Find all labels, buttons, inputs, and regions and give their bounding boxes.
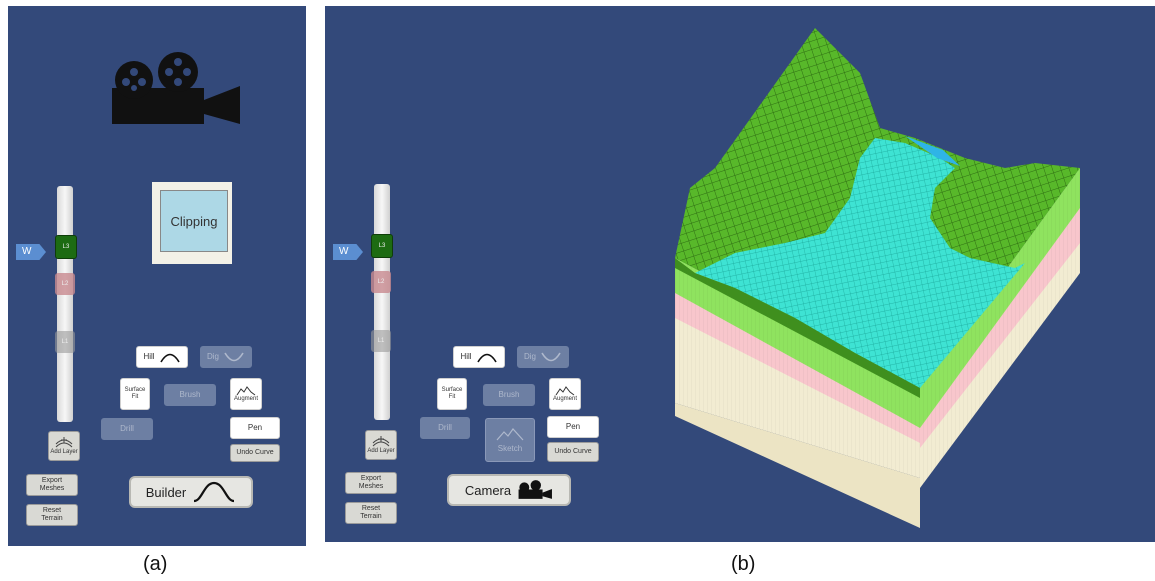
hill-label: Hill: [143, 352, 155, 362]
undo-curve-label: Undo Curve: [236, 448, 274, 456]
camera-mode-label: Camera: [464, 482, 512, 498]
panel-b-camera-mode: L3 L2 L1 W Hill Dig Surface Fit Brush Au…: [325, 6, 1155, 542]
add-layer-icon: [372, 435, 390, 446]
layer-slider-track[interactable]: [57, 186, 73, 422]
dig-button[interactable]: Dig: [517, 346, 569, 368]
water-level-marker[interactable]: W: [333, 244, 363, 260]
hill-button[interactable]: Hill: [136, 346, 188, 368]
dig-icon: [224, 352, 244, 362]
hill-icon: [159, 353, 180, 363]
clipping-frame: Clipping: [152, 182, 232, 264]
drill-label: Drill: [120, 424, 134, 434]
sketch-icon: [496, 427, 524, 441]
pen-label: Pen: [565, 422, 581, 432]
export-meshes-label: Export Meshes: [39, 476, 65, 492]
surface-fit-button[interactable]: Surface Fit: [120, 378, 150, 410]
surface-fit-button[interactable]: Surface Fit: [437, 378, 467, 410]
pen-label: Pen: [247, 423, 263, 433]
add-layer-label: Add Layer: [50, 448, 78, 455]
sketch-button[interactable]: Sketch: [485, 418, 535, 462]
caption-b: (b): [731, 553, 756, 575]
pen-button[interactable]: Pen: [230, 417, 280, 439]
layer-handle-l2[interactable]: L2: [371, 271, 391, 293]
brush-button[interactable]: Brush: [164, 384, 216, 406]
layer-handle-l2[interactable]: L2: [55, 273, 75, 295]
reset-terrain-label: Reset Terrain: [41, 506, 63, 522]
augment-icon: [236, 385, 256, 395]
drill-button[interactable]: Drill: [101, 418, 153, 440]
camera-icon: [518, 480, 553, 499]
builder-mode-label: Builder: [145, 484, 187, 500]
dig-label: Dig: [523, 352, 536, 362]
drill-label: Drill: [438, 423, 452, 433]
augment-label: Augment: [552, 395, 577, 402]
add-layer-button[interactable]: Add Layer: [365, 430, 397, 460]
clipping-label: Clipping: [170, 213, 218, 229]
hill-button[interactable]: Hill: [453, 346, 505, 368]
undo-curve-button[interactable]: Undo Curve: [230, 444, 280, 462]
undo-curve-label: Undo Curve: [554, 447, 592, 455]
layer-handle-l3[interactable]: L3: [371, 234, 393, 258]
add-layer-label: Add Layer: [367, 447, 395, 454]
dig-icon: [541, 352, 561, 362]
clipping-button[interactable]: Clipping: [160, 190, 228, 252]
add-layer-icon: [55, 436, 73, 447]
sketch-label: Sketch: [497, 443, 523, 453]
camera-toggle-icon[interactable]: [106, 52, 244, 128]
layer-handle-l1[interactable]: L1: [55, 331, 75, 353]
export-meshes-label: Export Meshes: [358, 474, 384, 490]
reset-terrain-button[interactable]: Reset Terrain: [26, 504, 78, 526]
layer-slider-track[interactable]: [374, 184, 390, 420]
dig-button[interactable]: Dig: [200, 346, 252, 368]
export-meshes-button[interactable]: Export Meshes: [26, 474, 78, 496]
dig-label: Dig: [206, 352, 219, 362]
curve-icon: [193, 481, 235, 503]
add-layer-button[interactable]: Add Layer: [48, 431, 80, 461]
hill-icon: [476, 353, 497, 363]
hill-label: Hill: [460, 352, 472, 362]
terrain-3d-view[interactable]: [675, 18, 1155, 533]
water-level-marker[interactable]: W: [16, 244, 46, 260]
augment-icon: [555, 385, 575, 395]
camera-mode-button[interactable]: Camera: [447, 474, 571, 506]
surface-fit-label: Surface Fit: [441, 387, 463, 400]
pen-button[interactable]: Pen: [547, 416, 599, 438]
undo-curve-button[interactable]: Undo Curve: [547, 442, 599, 462]
caption-a: (a): [143, 553, 168, 575]
terrain-water: [695, 138, 1025, 388]
export-meshes-button[interactable]: Export Meshes: [345, 472, 397, 494]
augment-label: Augment: [233, 395, 258, 402]
layer-handle-l1[interactable]: L1: [371, 330, 391, 352]
reset-terrain-button[interactable]: Reset Terrain: [345, 502, 397, 524]
panel-a-builder-mode: L3 L2 L1 W Clipping Hill Dig Surface Fit…: [8, 6, 306, 546]
surface-fit-label: Surface Fit: [124, 387, 146, 400]
brush-label: Brush: [498, 390, 520, 400]
brush-label: Brush: [179, 390, 201, 400]
brush-button[interactable]: Brush: [483, 384, 535, 406]
builder-mode-button[interactable]: Builder: [129, 476, 253, 508]
layer-handle-l3[interactable]: L3: [55, 235, 77, 259]
reset-terrain-label: Reset Terrain: [360, 504, 382, 520]
augment-button[interactable]: Augment: [549, 378, 581, 410]
augment-button[interactable]: Augment: [230, 378, 262, 410]
drill-button[interactable]: Drill: [420, 417, 470, 439]
